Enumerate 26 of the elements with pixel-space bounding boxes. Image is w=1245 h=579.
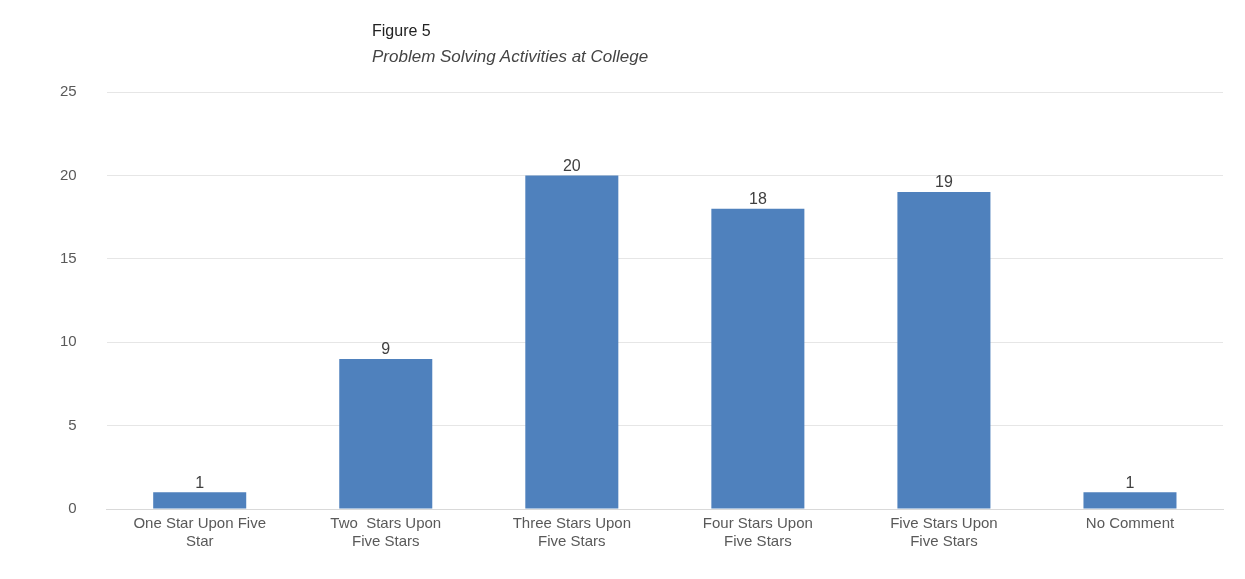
- y-tick-label: 10: [60, 332, 77, 350]
- y-tick-label: 0: [68, 499, 77, 517]
- x-tick-label: Five Stars Upon Five Stars: [890, 514, 998, 550]
- x-tick-label: Four Stars Upon Five Stars: [702, 514, 813, 550]
- data-label: 9: [381, 340, 391, 358]
- bar: [1083, 492, 1177, 509]
- data-label: 18: [748, 190, 767, 208]
- bar: [153, 492, 247, 509]
- bar: [711, 208, 805, 509]
- data-label: 1: [1125, 473, 1135, 491]
- x-tick-label: One Star Upon Five Star: [133, 514, 266, 550]
- y-tick-label: 15: [60, 248, 77, 266]
- x-tick-label: No Comment: [1085, 514, 1175, 532]
- x-tick-label: Three Stars Upon Five Stars: [512, 514, 632, 550]
- bar: [525, 175, 619, 509]
- y-tick-label: 25: [60, 82, 77, 100]
- y-tick-label: 5: [68, 415, 77, 433]
- chart-title: Figure 5: [372, 22, 431, 40]
- data-label: 20: [562, 156, 581, 174]
- x-tick-label: Two Stars Upon Five Stars: [330, 514, 442, 550]
- data-label: 19: [935, 173, 953, 191]
- bar: [339, 358, 433, 509]
- bar: [897, 192, 991, 509]
- data-label: 1: [195, 473, 205, 491]
- y-tick-label: 20: [60, 165, 77, 183]
- chart-subtitle: Problem Solving Activities at College: [372, 47, 649, 67]
